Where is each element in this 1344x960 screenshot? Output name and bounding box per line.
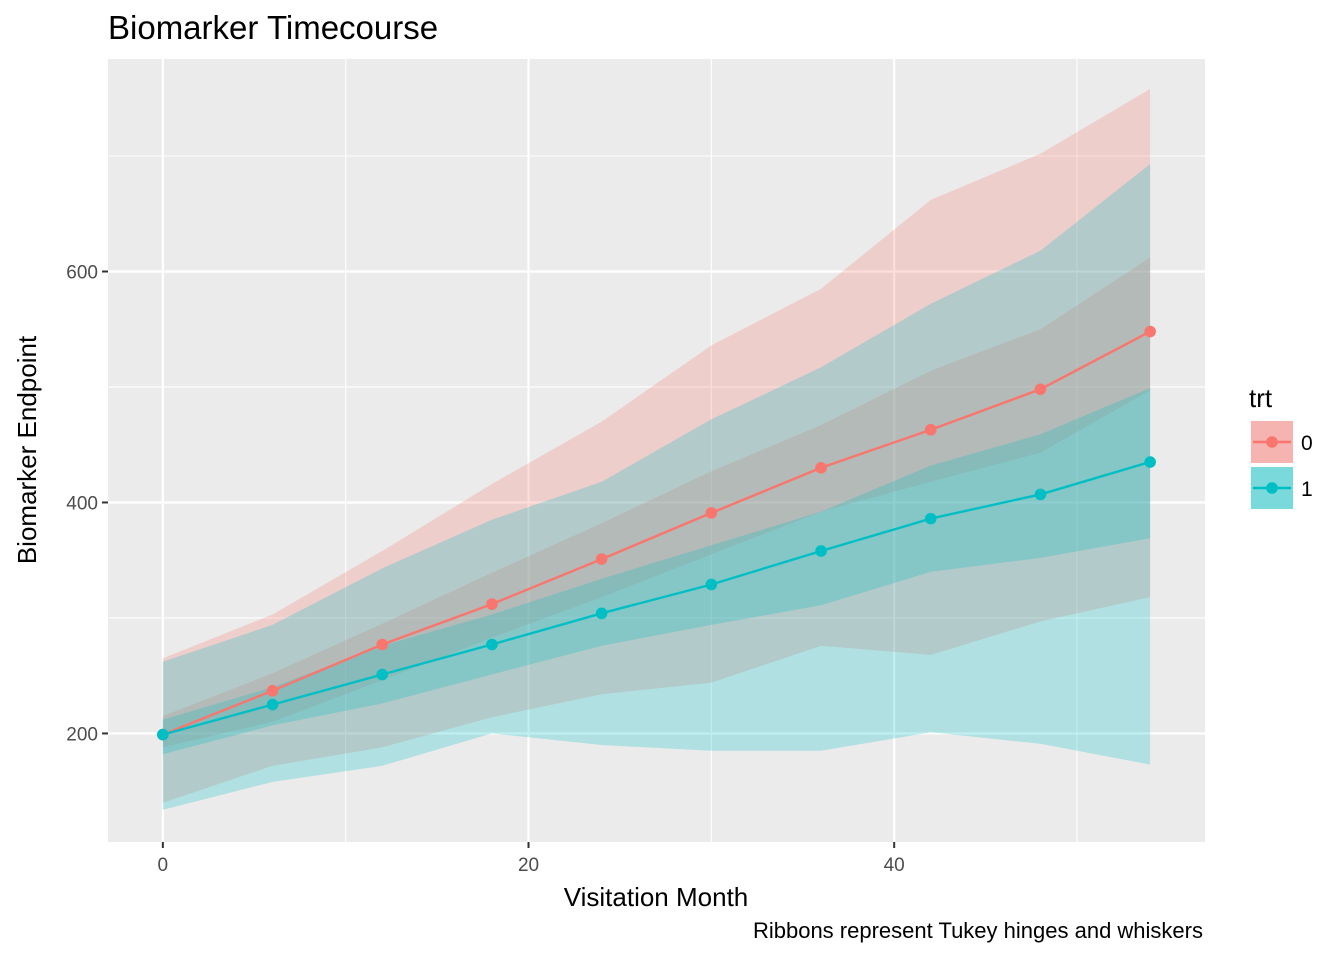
minor-gridlines — [108, 59, 1205, 842]
ribbons-layer — [162, 89, 1151, 810]
data-point-trt-0 — [595, 553, 608, 565]
data-point-trt-0 — [705, 507, 718, 519]
legend-key-point-trt-1 — [1266, 482, 1278, 494]
y-axis: 200 400 600 — [66, 262, 108, 745]
data-point-trt-1 — [157, 728, 169, 741]
data-point-trt-0 — [486, 598, 498, 610]
legend-label-trt-0: 0 — [1301, 432, 1313, 455]
chart-title: Biomarker Timecourse — [108, 9, 438, 46]
hinge-ribbon-trt-0 — [162, 257, 1151, 748]
data-point-trt-0 — [376, 638, 389, 651]
series-line-trt-0 — [162, 330, 1151, 736]
data-point-trt-1 — [595, 607, 608, 620]
data-point-trt-1 — [924, 512, 937, 525]
x-tick-label: 20 — [518, 855, 539, 876]
data-point-trt-0 — [266, 684, 279, 697]
whisker-ribbon-trt-1 — [162, 164, 1151, 810]
lines-layer — [162, 330, 1151, 736]
plot-panel — [108, 59, 1205, 842]
data-point-trt-1 — [266, 698, 279, 711]
legend-key-point-trt-0 — [1266, 436, 1278, 448]
caption: Ribbons represent Tukey hinges and whisk… — [753, 918, 1203, 943]
hinge-ribbon-trt-1 — [162, 388, 1151, 755]
y-axis-title: Biomarker Endpoint — [12, 335, 42, 564]
whisker-ribbon-trt-0 — [162, 89, 1151, 803]
legend-title: trt — [1249, 383, 1273, 413]
x-tick-label: 0 — [158, 855, 169, 876]
data-point-trt-0 — [815, 462, 827, 474]
y-tick-label: 200 — [66, 724, 98, 745]
y-tick-label: 600 — [66, 262, 98, 283]
legend-label-trt-1: 1 — [1301, 478, 1313, 501]
data-point-trt-1 — [705, 578, 718, 591]
x-tick-label: 40 — [884, 855, 905, 876]
data-point-trt-1 — [1034, 488, 1047, 501]
data-point-trt-1 — [1144, 456, 1156, 468]
data-point-trt-0 — [1144, 325, 1156, 338]
points-layer — [157, 325, 1156, 741]
data-point-trt-0 — [924, 423, 937, 436]
major-gridlines — [108, 59, 1205, 842]
legend: trt 0 1 — [1249, 383, 1313, 509]
data-point-trt-0 — [1034, 383, 1047, 396]
data-point-trt-1 — [486, 638, 498, 651]
y-tick-label: 400 — [66, 493, 98, 514]
data-point-trt-1 — [815, 545, 827, 557]
data-point-trt-1 — [376, 668, 389, 681]
series-line-trt-1 — [162, 460, 1151, 736]
x-axis-title: Visitation Month — [564, 882, 749, 912]
x-axis: 0 20 40 — [158, 842, 905, 876]
